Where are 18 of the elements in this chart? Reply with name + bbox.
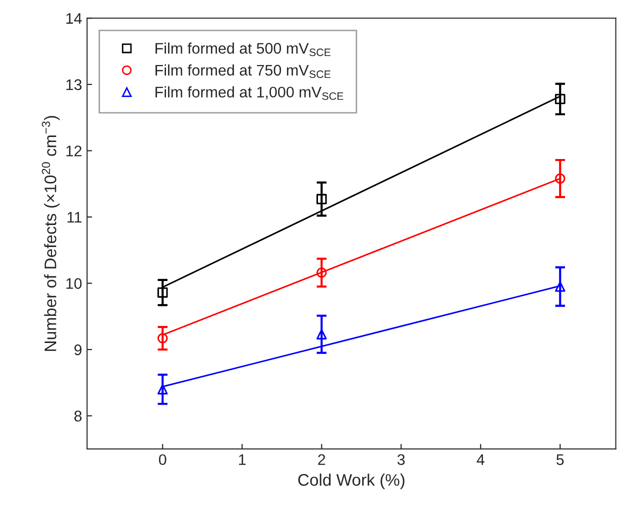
legend-label: Film formed at 500 mV$_{SCE}$ (156, 42, 330, 56)
x-tick-label: 3 (397, 454, 405, 466)
y-tick-label: 12 (66, 146, 82, 156)
y-tick-label: 13 (66, 79, 82, 90)
y-tick-label: 11 (68, 212, 82, 223)
x-tick-label: 5 (556, 454, 564, 466)
legend-label: Film formed at 1,000 mV$_{SCE}$ (156, 86, 344, 100)
legend-label: Film formed at 750 mV$_{SCE}$ (156, 64, 330, 78)
y-axis-title: Number of Defects (×10$^{20}$ cm$^{−3}$) (42, 116, 60, 351)
y-tick-label: 14 (66, 13, 82, 24)
x-tick-label: 2 (318, 454, 326, 465)
x-tick-label: 0 (158, 454, 166, 466)
y-tick-label: 8 (74, 410, 82, 422)
y-tick-label: 10 (66, 278, 82, 289)
x-tick-label: 1 (239, 454, 246, 465)
x-axis-title: Cold Work (%) (298, 474, 404, 490)
x-tick-label: 4 (476, 454, 484, 465)
y-tick-label: 9 (74, 344, 82, 356)
